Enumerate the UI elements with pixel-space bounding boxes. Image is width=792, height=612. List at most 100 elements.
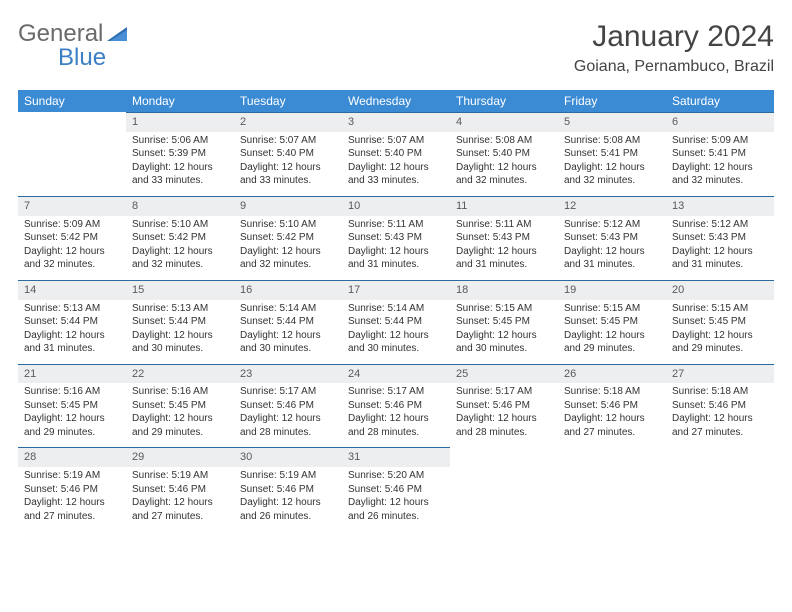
calendar-day-cell: 1Sunrise: 5:06 AMSunset: 5:39 PMDaylight…: [126, 112, 234, 196]
calendar-day-cell: 12Sunrise: 5:12 AMSunset: 5:43 PMDayligh…: [558, 196, 666, 280]
calendar-day-cell: 6Sunrise: 5:09 AMSunset: 5:41 PMDaylight…: [666, 112, 774, 196]
calendar-day-cell: .: [18, 112, 126, 196]
day-body: Sunrise: 5:17 AMSunset: 5:46 PMDaylight:…: [342, 383, 450, 447]
daylight-text: Daylight: 12 hours: [348, 329, 444, 343]
sunset-text: Sunset: 5:46 PM: [456, 399, 552, 413]
day-number: 11: [450, 196, 558, 216]
calendar-week-row: .1Sunrise: 5:06 AMSunset: 5:39 PMDayligh…: [18, 112, 774, 196]
day-body: Sunrise: 5:19 AMSunset: 5:46 PMDaylight:…: [18, 467, 126, 531]
daylight-text: Daylight: 12 hours: [456, 329, 552, 343]
calendar-day-cell: 30Sunrise: 5:19 AMSunset: 5:46 PMDayligh…: [234, 447, 342, 531]
day-number: 18: [450, 280, 558, 300]
day-body: Sunrise: 5:15 AMSunset: 5:45 PMDaylight:…: [450, 300, 558, 364]
sunset-text: Sunset: 5:46 PM: [132, 483, 228, 497]
daylight-text: and 31 minutes.: [564, 258, 660, 272]
daylight-text: Daylight: 12 hours: [24, 496, 120, 510]
daylight-text: and 31 minutes.: [24, 342, 120, 356]
day-body: Sunrise: 5:06 AMSunset: 5:39 PMDaylight:…: [126, 132, 234, 196]
daylight-text: and 27 minutes.: [24, 510, 120, 524]
day-body: Sunrise: 5:11 AMSunset: 5:43 PMDaylight:…: [450, 216, 558, 280]
calendar-body: .1Sunrise: 5:06 AMSunset: 5:39 PMDayligh…: [18, 112, 774, 531]
calendar-day-cell: 4Sunrise: 5:08 AMSunset: 5:40 PMDaylight…: [450, 112, 558, 196]
calendar-day-cell: 18Sunrise: 5:15 AMSunset: 5:45 PMDayligh…: [450, 280, 558, 364]
calendar-day-cell: 29Sunrise: 5:19 AMSunset: 5:46 PMDayligh…: [126, 447, 234, 531]
weekday-header: Saturday: [666, 90, 774, 112]
sunrise-text: Sunrise: 5:10 AM: [240, 218, 336, 232]
day-number: 29: [126, 447, 234, 467]
sunrise-text: Sunrise: 5:18 AM: [564, 385, 660, 399]
day-body: Sunrise: 5:13 AMSunset: 5:44 PMDaylight:…: [18, 300, 126, 364]
sunset-text: Sunset: 5:42 PM: [240, 231, 336, 245]
daylight-text: Daylight: 12 hours: [348, 161, 444, 175]
day-number: 25: [450, 364, 558, 384]
sunrise-text: Sunrise: 5:20 AM: [348, 469, 444, 483]
daylight-text: and 29 minutes.: [132, 426, 228, 440]
daylight-text: Daylight: 12 hours: [348, 496, 444, 510]
calendar-day-cell: 27Sunrise: 5:18 AMSunset: 5:46 PMDayligh…: [666, 364, 774, 448]
day-number: 20: [666, 280, 774, 300]
weekday-header: Thursday: [450, 90, 558, 112]
sunset-text: Sunset: 5:44 PM: [240, 315, 336, 329]
day-number: 6: [666, 112, 774, 132]
day-body: Sunrise: 5:17 AMSunset: 5:46 PMDaylight:…: [450, 383, 558, 447]
calendar-day-cell: 31Sunrise: 5:20 AMSunset: 5:46 PMDayligh…: [342, 447, 450, 531]
sunset-text: Sunset: 5:44 PM: [132, 315, 228, 329]
day-body: Sunrise: 5:13 AMSunset: 5:44 PMDaylight:…: [126, 300, 234, 364]
sunset-text: Sunset: 5:40 PM: [240, 147, 336, 161]
daylight-text: Daylight: 12 hours: [456, 245, 552, 259]
day-number: 24: [342, 364, 450, 384]
sunset-text: Sunset: 5:45 PM: [456, 315, 552, 329]
calendar-week-row: 21Sunrise: 5:16 AMSunset: 5:45 PMDayligh…: [18, 364, 774, 448]
sunset-text: Sunset: 5:46 PM: [348, 399, 444, 413]
sunset-text: Sunset: 5:45 PM: [132, 399, 228, 413]
calendar-day-cell: 8Sunrise: 5:10 AMSunset: 5:42 PMDaylight…: [126, 196, 234, 280]
daylight-text: Daylight: 12 hours: [456, 161, 552, 175]
daylight-text: and 26 minutes.: [240, 510, 336, 524]
daylight-text: and 33 minutes.: [240, 174, 336, 188]
sunset-text: Sunset: 5:45 PM: [24, 399, 120, 413]
daylight-text: Daylight: 12 hours: [672, 329, 768, 343]
daylight-text: Daylight: 12 hours: [564, 412, 660, 426]
daylight-text: Daylight: 12 hours: [24, 329, 120, 343]
daylight-text: and 31 minutes.: [456, 258, 552, 272]
daylight-text: Daylight: 12 hours: [240, 412, 336, 426]
sunrise-text: Sunrise: 5:19 AM: [240, 469, 336, 483]
day-number: 12: [558, 196, 666, 216]
weekday-header: Monday: [126, 90, 234, 112]
calendar-week-row: 7Sunrise: 5:09 AMSunset: 5:42 PMDaylight…: [18, 196, 774, 280]
daylight-text: and 32 minutes.: [564, 174, 660, 188]
calendar-day-cell: 13Sunrise: 5:12 AMSunset: 5:43 PMDayligh…: [666, 196, 774, 280]
daylight-text: Daylight: 12 hours: [240, 329, 336, 343]
sunrise-text: Sunrise: 5:10 AM: [132, 218, 228, 232]
day-number: 14: [18, 280, 126, 300]
calendar-day-cell: 5Sunrise: 5:08 AMSunset: 5:41 PMDaylight…: [558, 112, 666, 196]
day-body: Sunrise: 5:18 AMSunset: 5:46 PMDaylight:…: [666, 383, 774, 447]
day-body: Sunrise: 5:08 AMSunset: 5:40 PMDaylight:…: [450, 132, 558, 196]
sunrise-text: Sunrise: 5:07 AM: [240, 134, 336, 148]
weekday-header: Friday: [558, 90, 666, 112]
daylight-text: and 32 minutes.: [456, 174, 552, 188]
daylight-text: and 30 minutes.: [456, 342, 552, 356]
daylight-text: and 32 minutes.: [24, 258, 120, 272]
day-number: 2: [234, 112, 342, 132]
daylight-text: Daylight: 12 hours: [132, 496, 228, 510]
daylight-text: Daylight: 12 hours: [240, 245, 336, 259]
calendar-day-cell: 7Sunrise: 5:09 AMSunset: 5:42 PMDaylight…: [18, 196, 126, 280]
sunset-text: Sunset: 5:43 PM: [672, 231, 768, 245]
sunrise-text: Sunrise: 5:17 AM: [348, 385, 444, 399]
sunset-text: Sunset: 5:43 PM: [348, 231, 444, 245]
location-text: Goiana, Pernambuco, Brazil: [574, 58, 774, 76]
calendar-day-cell: 19Sunrise: 5:15 AMSunset: 5:45 PMDayligh…: [558, 280, 666, 364]
daylight-text: and 27 minutes.: [132, 510, 228, 524]
sunrise-text: Sunrise: 5:15 AM: [456, 302, 552, 316]
day-body: Sunrise: 5:14 AMSunset: 5:44 PMDaylight:…: [234, 300, 342, 364]
day-number: 8: [126, 196, 234, 216]
daylight-text: and 33 minutes.: [348, 174, 444, 188]
sunrise-text: Sunrise: 5:15 AM: [672, 302, 768, 316]
daylight-text: and 29 minutes.: [24, 426, 120, 440]
sunset-text: Sunset: 5:46 PM: [240, 399, 336, 413]
daylight-text: and 29 minutes.: [564, 342, 660, 356]
sunrise-text: Sunrise: 5:09 AM: [24, 218, 120, 232]
daylight-text: Daylight: 12 hours: [132, 329, 228, 343]
sunrise-text: Sunrise: 5:19 AM: [24, 469, 120, 483]
